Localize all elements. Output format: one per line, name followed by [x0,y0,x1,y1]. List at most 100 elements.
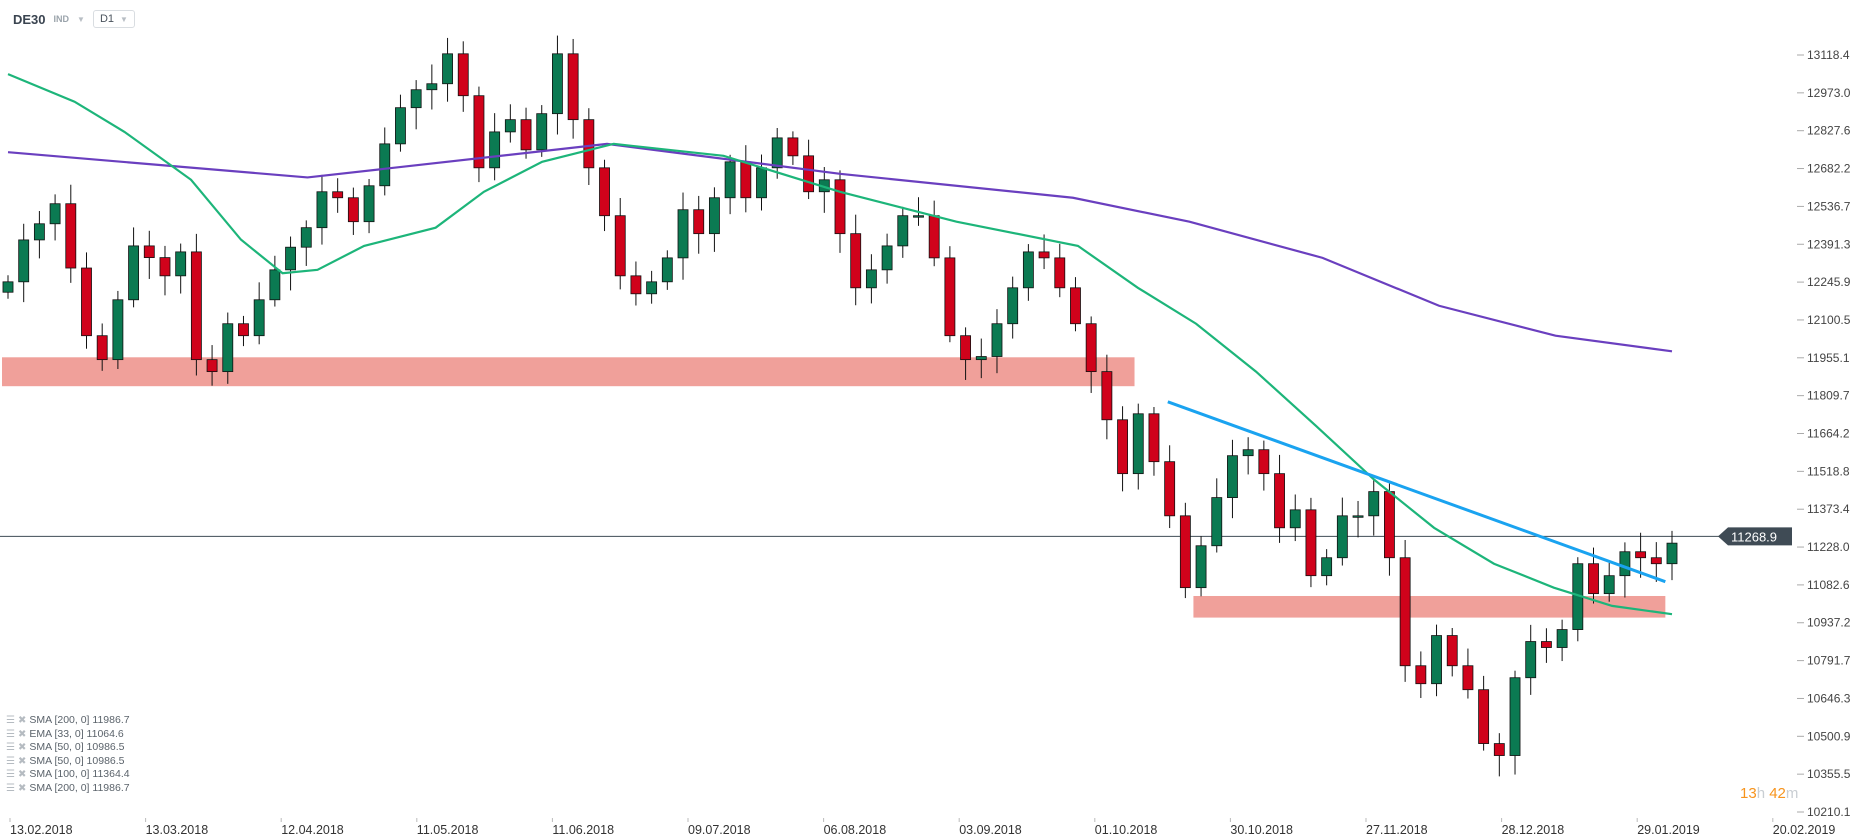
x-tick-label: 13.02.2018 [10,823,73,837]
candle [1493,743,1505,756]
y-tick-label: 10355.5 [1807,767,1851,781]
candle [1525,641,1537,679]
x-tick-label: 29.01.2019 [1637,823,1700,837]
candle-timer: 13h 42m [1740,785,1798,802]
candle [159,257,171,277]
y-tick-label: 10646.3 [1807,691,1851,705]
close-icon[interactable]: ✖ [17,742,27,753]
candle [1242,449,1254,457]
candle [395,107,406,145]
x-tick-label: 09.07.2018 [688,823,751,837]
settings-icon[interactable]: ☰ [6,742,15,753]
candle [347,197,359,223]
candle [33,223,45,241]
legend-item: ☰ ✖ SMA [50, 0] 10986.5 [6,741,130,755]
symbol-label[interactable]: DE30 [13,11,46,27]
legend-item: ☰ ✖ SMA [100, 0] 11364.4 [6,768,130,782]
candle [285,246,296,271]
close-icon[interactable]: ✖ [17,715,27,726]
chart-header: DE30 IND ▼ D1 ▼ [13,10,135,28]
y-tick-label: 12536.7 [1807,199,1851,213]
legend-label: SMA [50, 0] 10986.5 [29,754,125,767]
candle [96,335,108,361]
timer-minutes: 42 [1769,785,1786,802]
y-tick-label: 10937.2 [1807,616,1851,630]
candle [175,251,187,277]
candle [1227,455,1238,498]
candle [1556,629,1568,648]
close-icon[interactable]: ✖ [17,755,27,767]
candle [1132,413,1144,475]
chevron-down-icon[interactable]: ▼ [77,14,85,24]
y-tick-label: 12100.5 [1807,313,1851,327]
settings-icon[interactable]: ☰ [6,715,15,726]
x-tick-label: 12.04.2018 [281,823,344,837]
candle [960,335,972,361]
candle [614,215,626,277]
candle [1117,419,1128,475]
y-tick-label: 11373.4 [1807,502,1850,516]
x-tick-label: 01.10.2018 [1095,823,1158,837]
y-tick-label: 12245.9 [1807,275,1851,289]
candle [489,131,501,169]
candle [1305,509,1317,577]
candle [677,209,689,259]
y-tick-label: 11228.0 [1807,540,1850,554]
x-tick-label: 06.08.2018 [824,823,887,837]
candle [426,83,438,91]
candle [771,137,783,169]
candle [536,113,548,151]
candle [253,299,265,337]
candle [1415,665,1427,685]
candle [1650,557,1662,565]
close-icon[interactable]: ✖ [17,728,27,740]
candle [520,119,532,151]
y-tick-label: 10210.1 [1807,805,1851,819]
last-price-badge [1718,527,1792,546]
candle [944,257,956,337]
close-icon[interactable]: ✖ [17,782,27,794]
candle [897,215,909,247]
candle [206,359,218,373]
candle [1022,251,1034,289]
candle [881,245,893,271]
y-tick-label: 12682.2 [1807,162,1851,176]
x-tick-label: 11.06.2018 [552,823,614,837]
candle [724,161,736,199]
candle [1588,563,1599,595]
timeframe-select[interactable]: D1 ▼ [92,10,135,28]
candle [1462,665,1474,691]
support-zone [2,357,1135,387]
candle [1038,251,1050,259]
candle [708,197,720,235]
candle [1164,461,1176,517]
candle [913,215,924,218]
x-tick-label: 11.05.2018 [417,823,479,837]
settings-icon[interactable]: ☰ [6,728,15,740]
candle [1336,515,1348,559]
candle [504,119,516,133]
candle [1085,323,1097,373]
candle [1619,551,1631,577]
candle [834,179,846,235]
instrument-class[interactable]: IND [53,14,70,24]
timer-h: h [1756,785,1766,802]
x-tick-label: 13.03.2018 [146,823,209,837]
settings-icon[interactable]: ☰ [6,782,15,794]
y-tick-label: 12391.3 [1807,237,1851,251]
candle [1054,257,1066,289]
candle [599,167,610,217]
settings-icon[interactable]: ☰ [6,769,15,780]
settings-icon[interactable]: ☰ [6,755,15,767]
close-icon[interactable]: ✖ [17,769,27,780]
chevron-down-icon: ▼ [120,14,128,24]
candle [238,323,249,337]
candle [143,245,155,259]
candle [787,137,799,157]
candle [190,251,202,361]
legend-label: SMA [100, 0] 11364.4 [29,768,130,780]
candle [457,53,469,97]
y-tick-label: 11955.1 [1807,351,1850,365]
timeframe-value: D1 [99,13,115,25]
